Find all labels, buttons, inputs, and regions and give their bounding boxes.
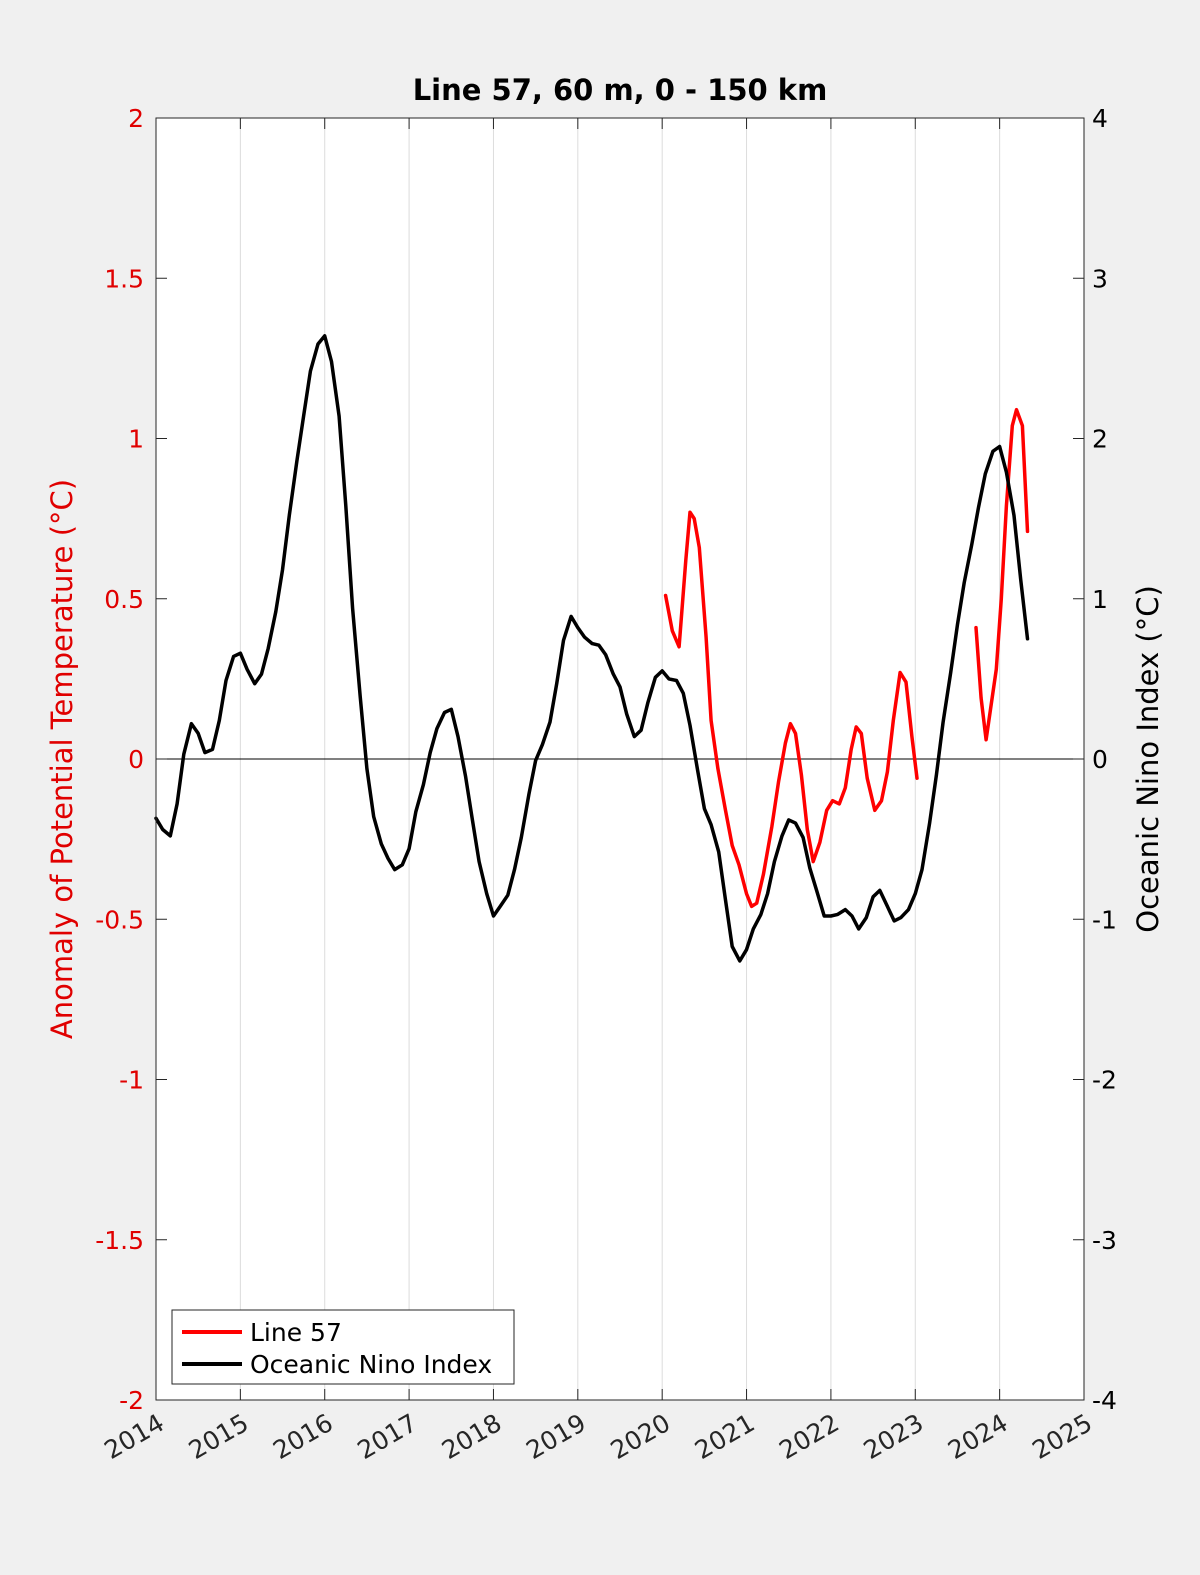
y-right-tick-label: -4 xyxy=(1092,1386,1117,1415)
y-right-tick-label: -2 xyxy=(1092,1066,1117,1095)
y-right-tick-label: 4 xyxy=(1092,104,1108,133)
y-left-tick-label: 1.5 xyxy=(104,264,144,293)
y-left-tick-label: 2 xyxy=(128,104,144,133)
y-left-tick-label: 0.5 xyxy=(104,585,144,614)
y-axis-right: 4 3 2 1 0 -1 -2 -3 -4 xyxy=(1073,104,1117,1415)
y-axis-left: 2 1.5 1 0.5 0 -0.5 -1 -1.5 -2 xyxy=(95,104,167,1415)
series xyxy=(154,334,1030,963)
y-left-tick-label: -1.5 xyxy=(95,1226,144,1255)
legend-label-line57: Line 57 xyxy=(250,1318,342,1347)
y-right-tick-label: -1 xyxy=(1092,905,1117,934)
y-left-tick-label: -0.5 xyxy=(95,905,144,934)
chart-title: Line 57, 60 m, 0 - 150 km xyxy=(413,73,828,107)
y-left-tick-label: 0 xyxy=(128,745,144,774)
y-axis-right-label: Oceanic Nino Index (°C) xyxy=(1131,585,1165,933)
y-right-tick-label: 2 xyxy=(1092,425,1108,454)
y-right-tick-label: 0 xyxy=(1092,745,1108,774)
y-left-tick-label: -1 xyxy=(119,1066,144,1095)
y-axis-left-label: Anomaly of Potential Temperature (°C) xyxy=(45,479,79,1039)
series-oni xyxy=(154,334,1030,963)
y-right-tick-label: 3 xyxy=(1092,264,1108,293)
y-left-tick-label: -2 xyxy=(119,1386,144,1415)
y-right-tick-label: -3 xyxy=(1092,1226,1117,1255)
legend-box xyxy=(171,1309,515,1385)
series-line57 xyxy=(663,510,919,909)
legend: Line 57 Oceanic Nino Index xyxy=(171,1309,515,1385)
y-right-tick-label: 1 xyxy=(1092,585,1108,614)
y-left-tick-label: 1 xyxy=(128,425,144,454)
legend-label-oni: Oceanic Nino Index xyxy=(250,1350,492,1379)
series-line57 xyxy=(974,407,1030,742)
